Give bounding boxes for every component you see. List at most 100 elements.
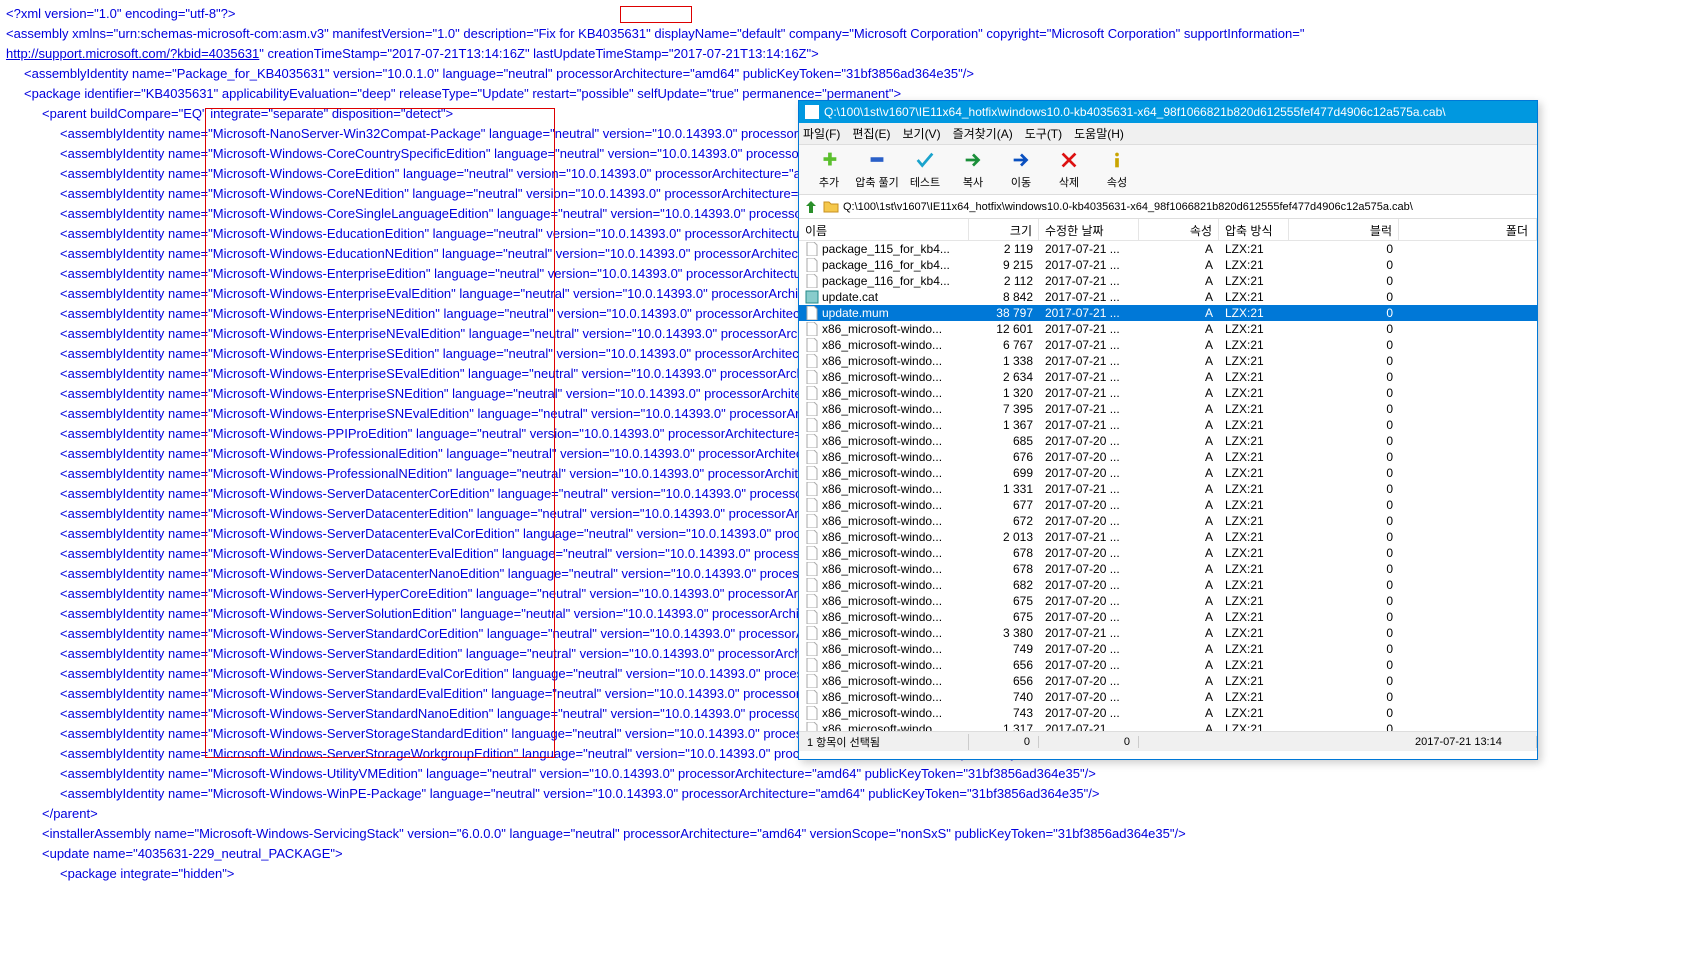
file-row[interactable]: x86_microsoft-windo...6772017-07-20 ...A…: [799, 497, 1537, 513]
file-row[interactable]: x86_microsoft-windo...6722017-07-20 ...A…: [799, 513, 1537, 529]
copy-button[interactable]: 복사: [949, 149, 997, 190]
col-method[interactable]: 압축 방식: [1219, 219, 1289, 240]
file-block: 0: [1289, 418, 1399, 432]
file-block: 0: [1289, 642, 1399, 656]
up-icon[interactable]: [803, 199, 819, 215]
menu-item[interactable]: 도구(T): [1025, 125, 1062, 142]
file-row[interactable]: x86_microsoft-windo...6782017-07-20 ...A…: [799, 545, 1537, 561]
file-row[interactable]: x86_microsoft-windo...6992017-07-20 ...A…: [799, 465, 1537, 481]
file-method: LZX:21: [1219, 498, 1289, 512]
file-method: LZX:21: [1219, 626, 1289, 640]
support-link[interactable]: http://support.microsoft.com/?kbid=40356…: [6, 46, 259, 61]
add-button[interactable]: 추가: [805, 149, 853, 190]
file-row[interactable]: x86_microsoft-windo...6 7672017-07-21 ..…: [799, 337, 1537, 353]
file-row[interactable]: x86_microsoft-windo...2 0132017-07-21 ..…: [799, 529, 1537, 545]
file-block: 0: [1289, 594, 1399, 608]
file-row[interactable]: x86_microsoft-windo...6782017-07-20 ...A…: [799, 561, 1537, 577]
xml-line: <update name="4035631-229_neutral_PACKAG…: [6, 844, 1696, 864]
file-size: 675: [969, 610, 1039, 624]
file-row[interactable]: update.cat8 8422017-07-21 ...ALZX:210: [799, 289, 1537, 305]
file-method: LZX:21: [1219, 434, 1289, 448]
file-block: 0: [1289, 354, 1399, 368]
titlebar[interactable]: Q:\100\1st\v1607\IE11x64_hotfix\windows1…: [799, 101, 1537, 123]
file-name: x86_microsoft-windo...: [822, 658, 942, 672]
file-date: 2017-07-21 ...: [1039, 626, 1139, 640]
test-button[interactable]: 테스트: [901, 149, 949, 190]
info-button[interactable]: 속성: [1093, 149, 1141, 190]
file-name: update.cat: [822, 290, 878, 304]
file-size: 685: [969, 434, 1039, 448]
file-block: 0: [1289, 498, 1399, 512]
file-block: 0: [1289, 258, 1399, 272]
file-row[interactable]: x86_microsoft-windo...2 6342017-07-21 ..…: [799, 369, 1537, 385]
file-block: 0: [1289, 322, 1399, 336]
menu-item[interactable]: 편집(E): [852, 125, 890, 142]
file-row[interactable]: x86_microsoft-windo...3 3802017-07-21 ..…: [799, 625, 1537, 641]
file-attr: A: [1139, 274, 1219, 288]
file-row[interactable]: x86_microsoft-windo...12 6012017-07-21 .…: [799, 321, 1537, 337]
file-method: LZX:21: [1219, 658, 1289, 672]
menu-item[interactable]: 도움말(H): [1074, 125, 1124, 142]
file-block: 0: [1289, 578, 1399, 592]
file-row[interactable]: x86_microsoft-windo...1 3672017-07-21 ..…: [799, 417, 1537, 433]
file-block: 0: [1289, 690, 1399, 704]
file-row[interactable]: x86_microsoft-windo...7432017-07-20 ...A…: [799, 705, 1537, 721]
col-block[interactable]: 블럭: [1289, 219, 1399, 240]
extract-button[interactable]: 압축 풀기: [853, 149, 901, 190]
file-date: 2017-07-20 ...: [1039, 514, 1139, 528]
file-attr: A: [1139, 530, 1219, 544]
file-size: 2 013: [969, 530, 1039, 544]
file-name: x86_microsoft-windo...: [822, 434, 942, 448]
col-size[interactable]: 크기: [969, 219, 1039, 240]
file-row[interactable]: x86_microsoft-windo...7492017-07-20 ...A…: [799, 641, 1537, 657]
file-size: 8 842: [969, 290, 1039, 304]
copy-icon: [962, 149, 984, 171]
file-name: x86_microsoft-windo...: [822, 466, 942, 480]
file-row[interactable]: x86_microsoft-windo...6752017-07-20 ...A…: [799, 609, 1537, 625]
col-name[interactable]: 이름: [799, 219, 969, 240]
file-row[interactable]: x86_microsoft-windo...6562017-07-20 ...A…: [799, 657, 1537, 673]
file-block: 0: [1289, 434, 1399, 448]
menu-item[interactable]: 파일(F): [803, 125, 840, 142]
file-size: 749: [969, 642, 1039, 656]
col-attr[interactable]: 속성: [1139, 219, 1219, 240]
test-icon: [914, 149, 936, 171]
file-row[interactable]: x86_microsoft-windo...1 3312017-07-21 ..…: [799, 481, 1537, 497]
file-attr: A: [1139, 386, 1219, 400]
file-row[interactable]: x86_microsoft-windo...6822017-07-20 ...A…: [799, 577, 1537, 593]
col-date[interactable]: 수정한 날짜: [1039, 219, 1139, 240]
file-row[interactable]: package_115_for_kb4...2 1192017-07-21 ..…: [799, 241, 1537, 257]
path-text[interactable]: Q:\100\1st\v1607\IE11x64_hotfix\windows1…: [843, 201, 1413, 213]
file-row[interactable]: x86_microsoft-windo...1 3382017-07-21 ..…: [799, 353, 1537, 369]
menu-item[interactable]: 보기(V): [902, 125, 940, 142]
file-size: 678: [969, 546, 1039, 560]
file-attr: A: [1139, 610, 1219, 624]
file-row[interactable]: x86_microsoft-windo...1 3172017-07-21 ..…: [799, 721, 1537, 731]
file-size: 9 215: [969, 258, 1039, 272]
file-attr: A: [1139, 418, 1219, 432]
file-row[interactable]: x86_microsoft-windo...6562017-07-20 ...A…: [799, 673, 1537, 689]
file-row[interactable]: x86_microsoft-windo...6852017-07-20 ...A…: [799, 433, 1537, 449]
file-row[interactable]: package_116_for_kb4...2 1122017-07-21 ..…: [799, 273, 1537, 289]
menu-item[interactable]: 즐겨찾기(A): [953, 125, 1013, 142]
file-row[interactable]: x86_microsoft-windo...7402017-07-20 ...A…: [799, 689, 1537, 705]
file-row[interactable]: x86_microsoft-windo...6752017-07-20 ...A…: [799, 593, 1537, 609]
delete-button[interactable]: 삭제: [1045, 149, 1093, 190]
file-date: 2017-07-20 ...: [1039, 610, 1139, 624]
file-row[interactable]: x86_microsoft-windo...1 3202017-07-21 ..…: [799, 385, 1537, 401]
file-method: LZX:21: [1219, 642, 1289, 656]
file-row[interactable]: update.mum38 7972017-07-21 ...ALZX:210: [799, 305, 1537, 321]
file-row[interactable]: x86_microsoft-windo...7 3952017-07-21 ..…: [799, 401, 1537, 417]
file-row[interactable]: x86_microsoft-windo...6762017-07-20 ...A…: [799, 449, 1537, 465]
toolbar: 추가압축 풀기테스트복사이동삭제속성: [799, 145, 1537, 195]
file-list[interactable]: package_115_for_kb4...2 1192017-07-21 ..…: [799, 241, 1537, 731]
file-row[interactable]: package_116_for_kb4...9 2152017-07-21 ..…: [799, 257, 1537, 273]
status-selection: 1 항목이 선택됨: [799, 734, 969, 750]
folder-icon: [823, 199, 839, 215]
move-button[interactable]: 이동: [997, 149, 1045, 190]
file-date: 2017-07-21 ...: [1039, 402, 1139, 416]
col-folder[interactable]: 폴더: [1399, 219, 1537, 240]
status-timestamp: 2017-07-21 13:14: [1407, 736, 1537, 748]
file-attr: A: [1139, 626, 1219, 640]
file-date: 2017-07-20 ...: [1039, 706, 1139, 720]
